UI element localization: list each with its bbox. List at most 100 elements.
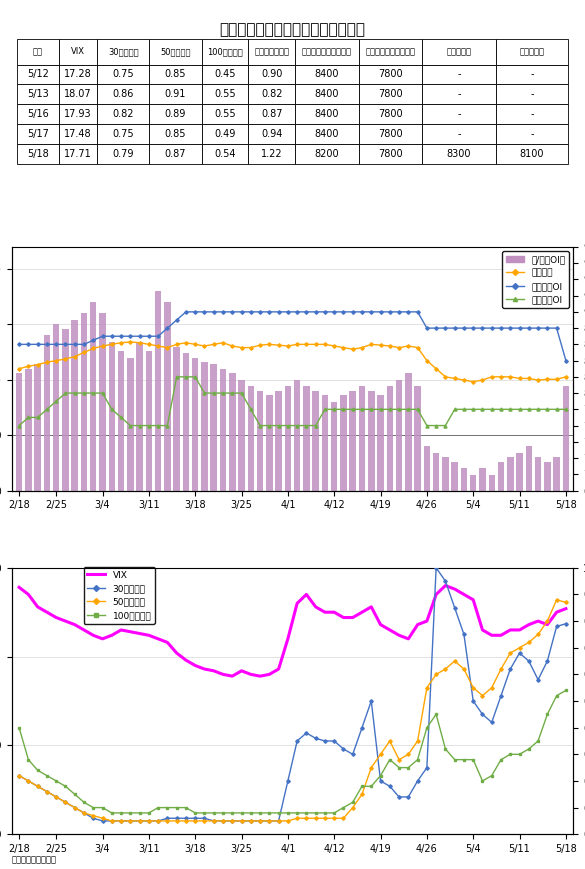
Text: 統一期貨研究料製作: 統一期貨研究料製作 [12, 856, 57, 865]
Text: 8400: 8400 [315, 129, 339, 139]
Text: 5/17: 5/17 [27, 129, 49, 139]
Bar [155, 291, 161, 657]
Bar [387, 387, 393, 657]
Bar [340, 395, 347, 657]
Bar [322, 395, 328, 657]
Bar [303, 387, 309, 657]
Legend: 賣/買權OI比, 加權指數, 買權最大OI, 賣權最大OI: 賣/買權OI比, 加權指數, 買權最大OI, 賣權最大OI [502, 251, 569, 308]
Text: -: - [457, 129, 461, 139]
Bar [109, 342, 115, 657]
Bar [414, 387, 421, 657]
Text: 0.90: 0.90 [261, 70, 283, 79]
Bar [295, 84, 359, 104]
Text: 17.48: 17.48 [64, 129, 92, 139]
Bar [442, 457, 449, 657]
Bar [517, 453, 523, 657]
Text: 5/13: 5/13 [27, 90, 49, 99]
Bar [164, 302, 171, 657]
Bar [496, 124, 567, 143]
Bar [422, 64, 496, 84]
Text: 0.82: 0.82 [261, 90, 283, 99]
Text: 0.55: 0.55 [214, 109, 236, 119]
Text: 0.79: 0.79 [112, 149, 134, 159]
Bar [377, 395, 384, 657]
Text: 選擇權波動率指數與賣買權未平倉比: 選擇權波動率指數與賣買權未平倉比 [219, 22, 366, 37]
Text: 17.28: 17.28 [64, 70, 92, 79]
Text: 30日百分位: 30日百分位 [108, 47, 139, 56]
Bar [81, 314, 87, 657]
Bar [97, 104, 149, 124]
Bar [238, 380, 245, 657]
Bar [295, 39, 359, 64]
Bar [396, 380, 402, 657]
Bar [149, 104, 202, 124]
Text: 7800: 7800 [378, 109, 402, 119]
Text: 0.85: 0.85 [165, 129, 186, 139]
Bar [295, 143, 359, 163]
Bar [202, 39, 249, 64]
Bar [149, 64, 202, 84]
Bar [202, 143, 249, 163]
Bar [97, 143, 149, 163]
Text: 遠賣權最大: 遠賣權最大 [519, 47, 545, 56]
Bar [202, 84, 249, 104]
Bar [249, 143, 295, 163]
Bar [183, 353, 189, 657]
Bar [149, 84, 202, 104]
Text: 賣權最大未平倉履約價: 賣權最大未平倉履約價 [365, 47, 415, 56]
Bar [58, 143, 97, 163]
Text: 遠買權最大: 遠買權最大 [446, 47, 472, 56]
Bar [211, 364, 217, 657]
Bar [229, 373, 236, 657]
Bar [422, 104, 496, 124]
Bar [146, 351, 152, 657]
Text: 0.86: 0.86 [112, 90, 134, 99]
Bar [295, 124, 359, 143]
Bar [498, 461, 504, 657]
Bar [359, 64, 422, 84]
Bar [173, 347, 180, 657]
Bar [97, 39, 149, 64]
Bar [452, 461, 458, 657]
Bar [202, 64, 249, 84]
Bar [249, 84, 295, 104]
Text: -: - [530, 90, 534, 99]
Bar [62, 328, 68, 657]
Bar [99, 314, 106, 657]
Text: 17.93: 17.93 [64, 109, 92, 119]
Bar [249, 39, 295, 64]
Bar [496, 104, 567, 124]
Bar [405, 373, 412, 657]
Bar [479, 468, 486, 657]
Text: 8200: 8200 [315, 149, 339, 159]
Text: 7800: 7800 [378, 129, 402, 139]
Text: 8400: 8400 [315, 90, 339, 99]
Bar [97, 84, 149, 104]
Bar [136, 342, 143, 657]
Bar [202, 124, 249, 143]
Bar [461, 468, 467, 657]
Text: VIX: VIX [71, 47, 85, 56]
Text: 0.54: 0.54 [214, 149, 236, 159]
Bar [359, 104, 422, 124]
Bar [295, 104, 359, 124]
Bar [257, 391, 263, 657]
Bar [18, 124, 58, 143]
Bar [16, 373, 22, 657]
Bar [507, 457, 514, 657]
Text: 8400: 8400 [315, 70, 339, 79]
Bar [422, 39, 496, 64]
Bar [368, 391, 374, 657]
Bar [496, 39, 567, 64]
Bar [488, 475, 495, 657]
Text: 0.87: 0.87 [261, 109, 283, 119]
Bar [422, 124, 496, 143]
Text: -: - [457, 90, 461, 99]
Text: 8300: 8300 [447, 149, 472, 159]
Text: 8400: 8400 [315, 109, 339, 119]
Text: 1.22: 1.22 [261, 149, 283, 159]
Text: -: - [457, 109, 461, 119]
Bar [58, 104, 97, 124]
Bar [249, 64, 295, 84]
Bar [525, 446, 532, 657]
